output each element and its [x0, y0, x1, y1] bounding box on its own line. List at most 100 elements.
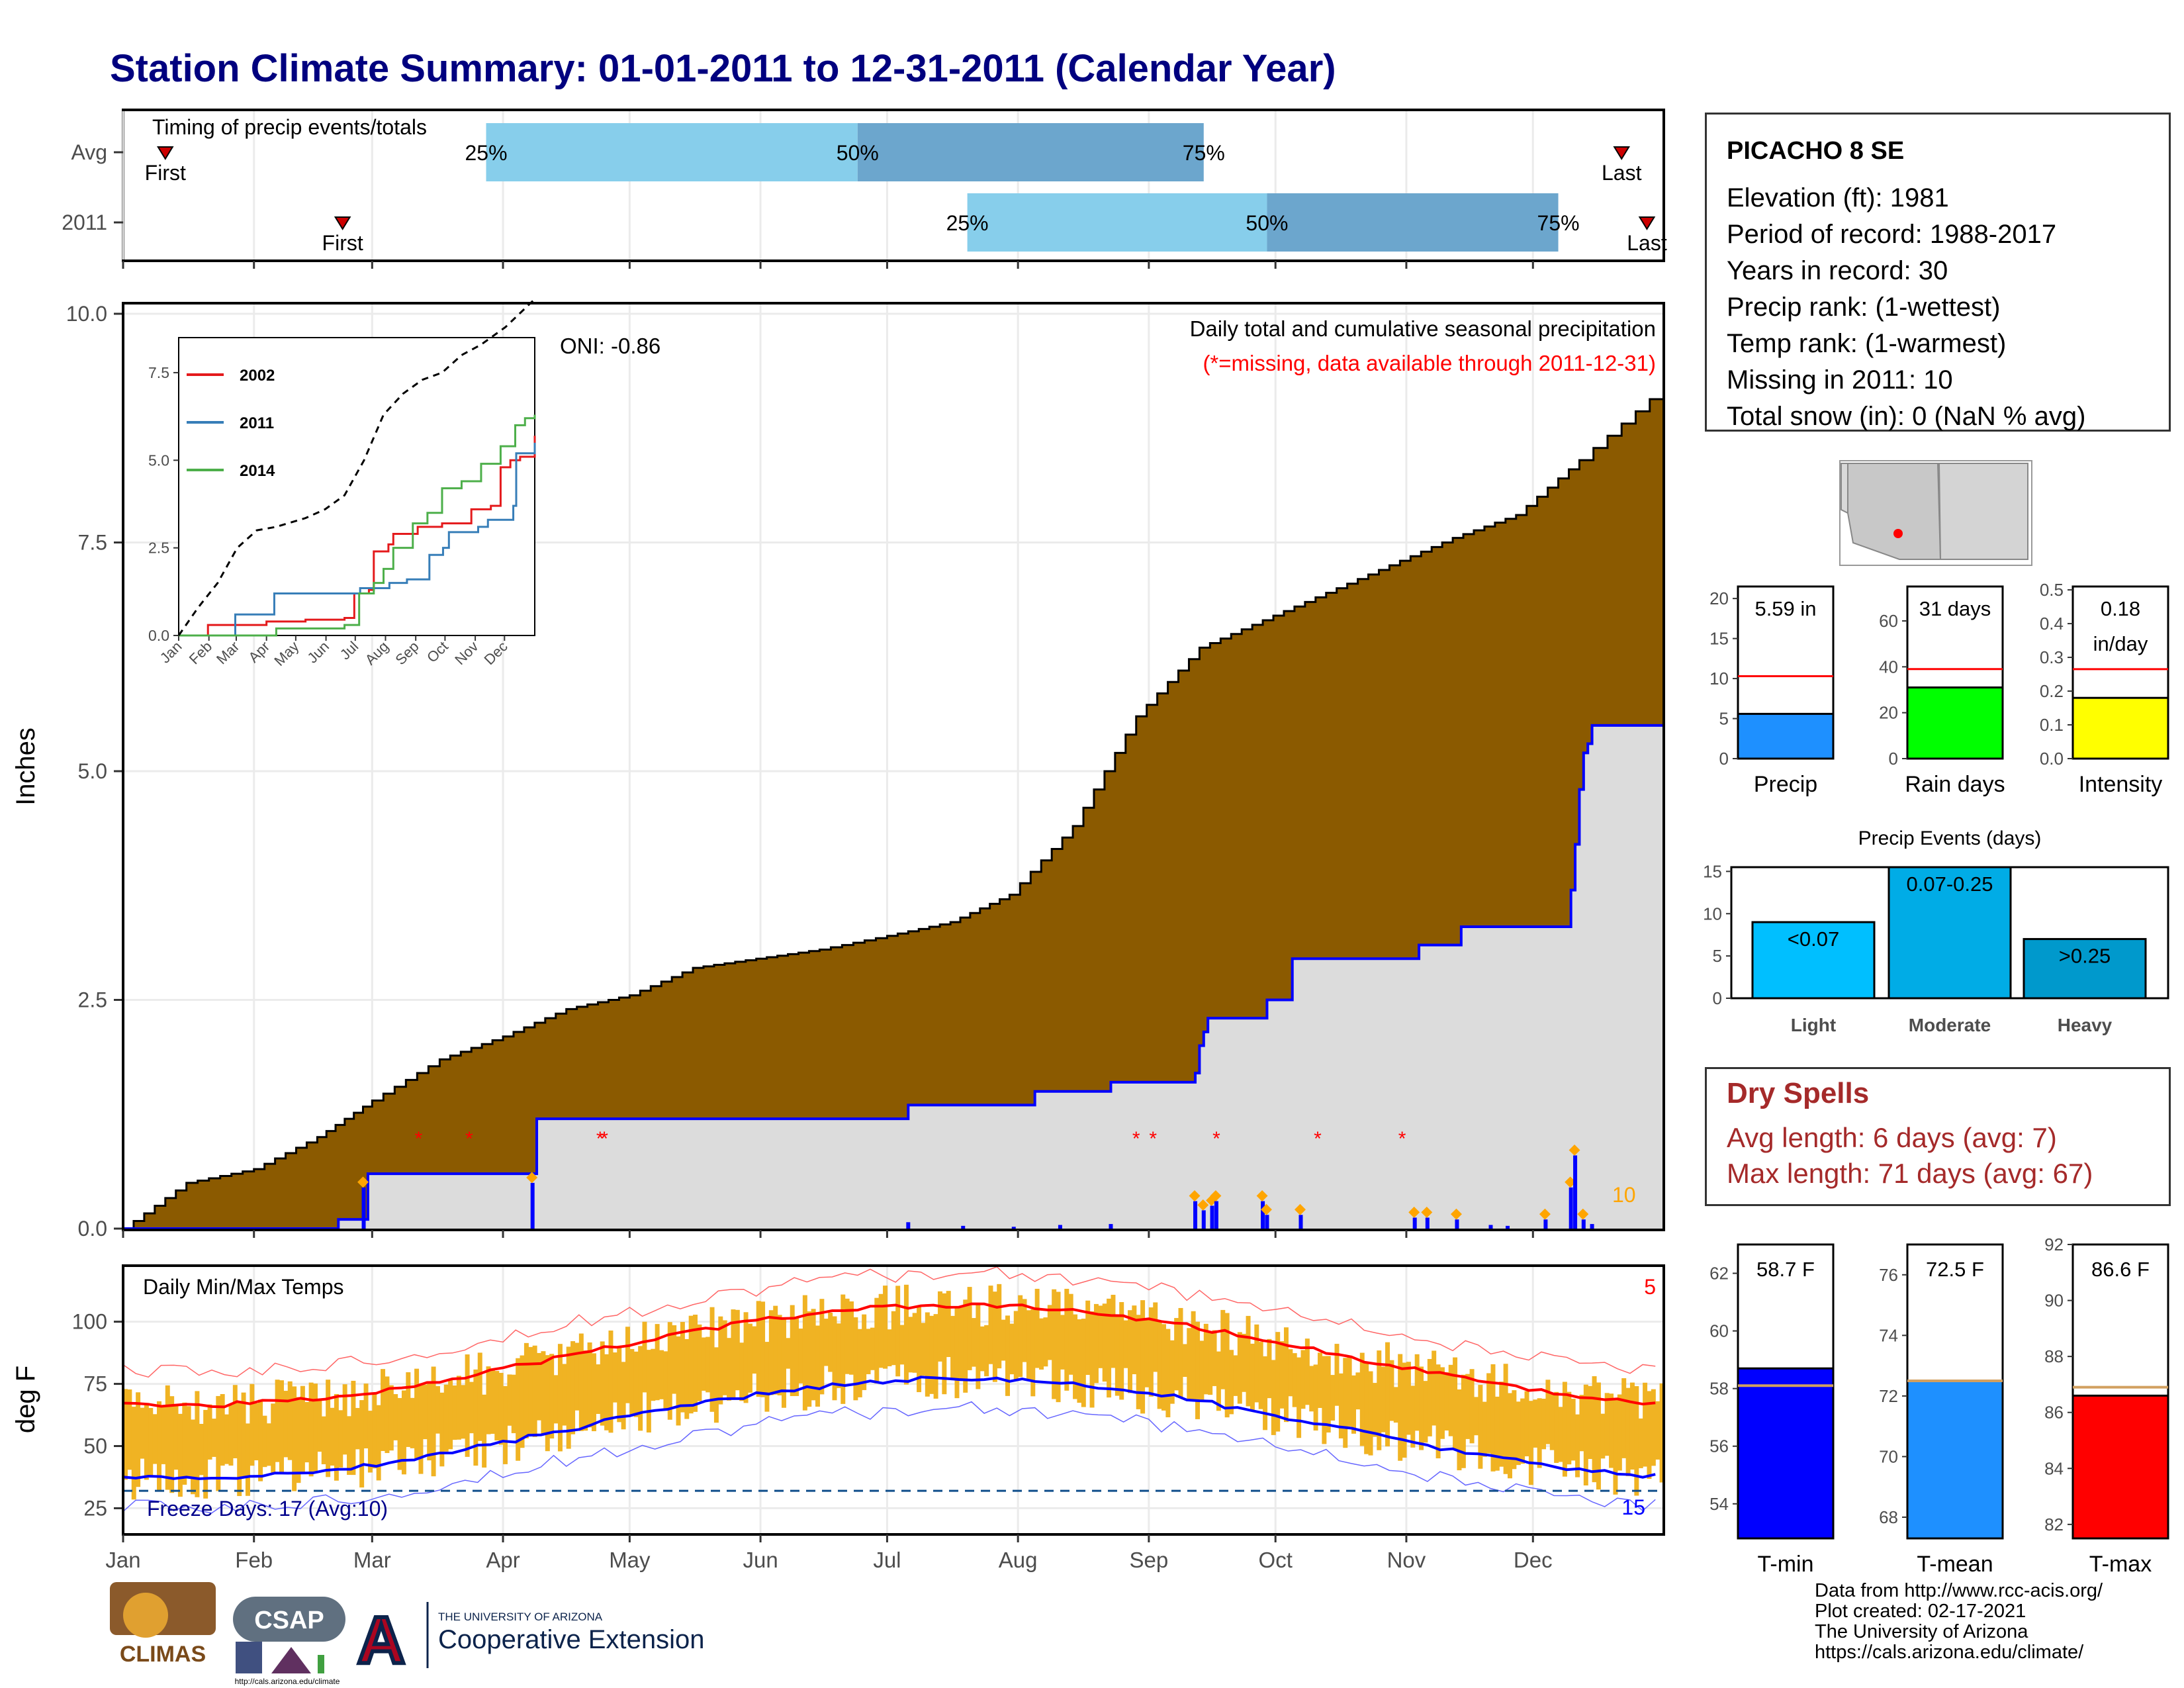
- daily-precip-bar: [906, 1222, 911, 1229]
- daily-temp-bar: [578, 1333, 584, 1431]
- month-label: Jun: [743, 1548, 778, 1572]
- csap-logo: CSAP http://cals.arizona.edu/climate: [233, 1597, 345, 1686]
- daily-temp-bar: [727, 1338, 732, 1401]
- mini-panel-ytick-label: 0.0: [2040, 749, 2064, 769]
- temp-bar-ytick-label: 70: [1879, 1446, 1898, 1466]
- precip-event-marker: [1294, 1203, 1306, 1215]
- temp-bar-ytick-label: 74: [1879, 1325, 1898, 1345]
- daily-precip-bar: [1569, 1187, 1573, 1229]
- daily-temp-bar: [1330, 1375, 1336, 1421]
- daily-temp-bar: [131, 1407, 136, 1500]
- daily-temp-bar: [1592, 1376, 1597, 1483]
- daily-temp-bar: [1494, 1396, 1500, 1471]
- daily-temp-bar: [937, 1291, 942, 1362]
- daily-temp-bar: [1309, 1366, 1314, 1412]
- daily-temp-bar: [1385, 1342, 1390, 1446]
- mini-panel-value-label: 31 days: [1919, 597, 1991, 620]
- inset-series-line: [179, 436, 536, 637]
- mini-panel-ytick-label: 0.4: [2040, 614, 2064, 633]
- dry-spells-max: Max length: 71 days (avg: 67): [1727, 1158, 2093, 1189]
- month-label: Apr: [486, 1548, 520, 1572]
- daily-temp-bar: [1199, 1340, 1205, 1402]
- daily-temp-bar: [651, 1348, 656, 1401]
- precip-event-marker: [1450, 1208, 1462, 1220]
- daily-temp-bar: [1634, 1385, 1639, 1496]
- temp-ytick-label: 50: [83, 1434, 107, 1458]
- daily-temp-bar: [1132, 1305, 1137, 1374]
- timing-pct-label: 50%: [1246, 211, 1288, 235]
- precip-events-bar: [1751, 921, 1876, 1000]
- daily-temp-bar: [1102, 1303, 1107, 1382]
- daily-temp-bar: [1089, 1311, 1095, 1408]
- credit-line-source: Data from http://www.rcc-acis.org/: [1815, 1580, 2103, 1601]
- precip-events-panel: Precip Events (days) 0 5 10 15 <0.07 Light 0.07…: [1703, 827, 2169, 1035]
- temp-missing-min: 15: [1621, 1495, 1645, 1519]
- ua-a-mark: A: [357, 1603, 405, 1677]
- daily-temp-bar: [612, 1352, 617, 1403]
- daily-temp-bar: [933, 1314, 938, 1399]
- timing-content: Avg 25% 50% 75% First Last 2011 25% 50% 75% First L…: [62, 123, 1667, 255]
- daily-temp-bar: [912, 1313, 917, 1373]
- daily-precip-bar: [1506, 1225, 1510, 1229]
- daily-temp-bar: [1372, 1383, 1377, 1437]
- daily-temp-bar: [461, 1385, 466, 1439]
- daily-temp-bar: [684, 1338, 690, 1419]
- daily-temp-bar: [925, 1312, 930, 1397]
- daily-temp-bar: [283, 1391, 289, 1458]
- avg-cumulative-outline: [123, 387, 1665, 1230]
- daily-temp-bar: [862, 1314, 867, 1390]
- mini-panel-bar: [1737, 712, 1835, 760]
- daily-temp-bar: [292, 1386, 297, 1491]
- month-label: May: [609, 1548, 651, 1572]
- daily-temp-bar: [655, 1324, 660, 1401]
- temp-bar-ytick-label: 92: [2044, 1235, 2064, 1254]
- daily-temp-bar: [1300, 1350, 1306, 1409]
- daily-temp-bar: [1169, 1340, 1175, 1404]
- daily-temp-bar: [866, 1329, 871, 1374]
- daily-temp-bar: [1486, 1373, 1492, 1454]
- daily-temp-bar: [410, 1397, 415, 1448]
- temp-panel: 25 50 75 100 Daily Min/Max Temps 5 15 Freez…: [11, 1264, 1665, 1536]
- daily-temp-bar: [1617, 1394, 1622, 1471]
- missing-day-marker: *: [1398, 1128, 1406, 1150]
- daily-temp-bar: [207, 1404, 212, 1460]
- mini-panel-value-label: in/day: [2093, 632, 2148, 655]
- daily-temp-bar: [443, 1384, 449, 1452]
- daily-temp-bar: [406, 1372, 411, 1447]
- daily-temp-bar: [768, 1310, 774, 1395]
- mini-panel-bar: [2071, 696, 2169, 760]
- mini-panel-ytick-label: 0.2: [2040, 681, 2064, 701]
- timing-pct-label: 25%: [946, 211, 989, 235]
- daily-temp-bar: [1439, 1367, 1445, 1439]
- missing-count-label: 10: [1612, 1183, 1636, 1207]
- daily-temp-bar: [482, 1394, 487, 1468]
- daily-temp-bar: [680, 1321, 685, 1413]
- mini-panel-ytick-label: 20: [1709, 588, 1729, 608]
- daily-precip-bar: [1193, 1201, 1198, 1229]
- temp-bar-panels: 54 56 58 60 62 58.7 F T-min 68 70 72 74 76 72.5 F T-m…: [1709, 1235, 2169, 1577]
- daily-temp-bar: [448, 1380, 453, 1450]
- daily-temp-bar: [942, 1293, 947, 1395]
- dry-spells-title: Dry Spells: [1727, 1077, 1870, 1109]
- dry-spells-avg: Avg length: 6 days (avg: 7): [1727, 1122, 2057, 1153]
- daily-temp-bar: [414, 1368, 420, 1459]
- daily-temp-bar: [1119, 1302, 1124, 1400]
- daily-precip-bar: [1109, 1224, 1113, 1229]
- daily-temp-bar: [1081, 1319, 1086, 1407]
- daily-temp-bar: [676, 1336, 681, 1426]
- daily-temp-bar: [157, 1401, 162, 1491]
- daily-temp-bar: [177, 1413, 183, 1497]
- daily-temp-bar: [342, 1384, 347, 1455]
- daily-temp-bar: [663, 1351, 668, 1411]
- daily-temp-bar: [308, 1382, 314, 1477]
- daily-precip-bar: [1581, 1219, 1586, 1229]
- timing-first-label: First: [145, 161, 186, 185]
- daily-temp-bar: [486, 1366, 491, 1434]
- daily-temp-bar: [1001, 1319, 1006, 1361]
- daily-temp-bar: [976, 1304, 981, 1389]
- daily-temp-bar: [1549, 1394, 1555, 1450]
- climas-logo: CLIMAS: [110, 1582, 216, 1667]
- daily-temp-bar: [1039, 1318, 1044, 1370]
- daily-temp-bar: [1140, 1300, 1146, 1414]
